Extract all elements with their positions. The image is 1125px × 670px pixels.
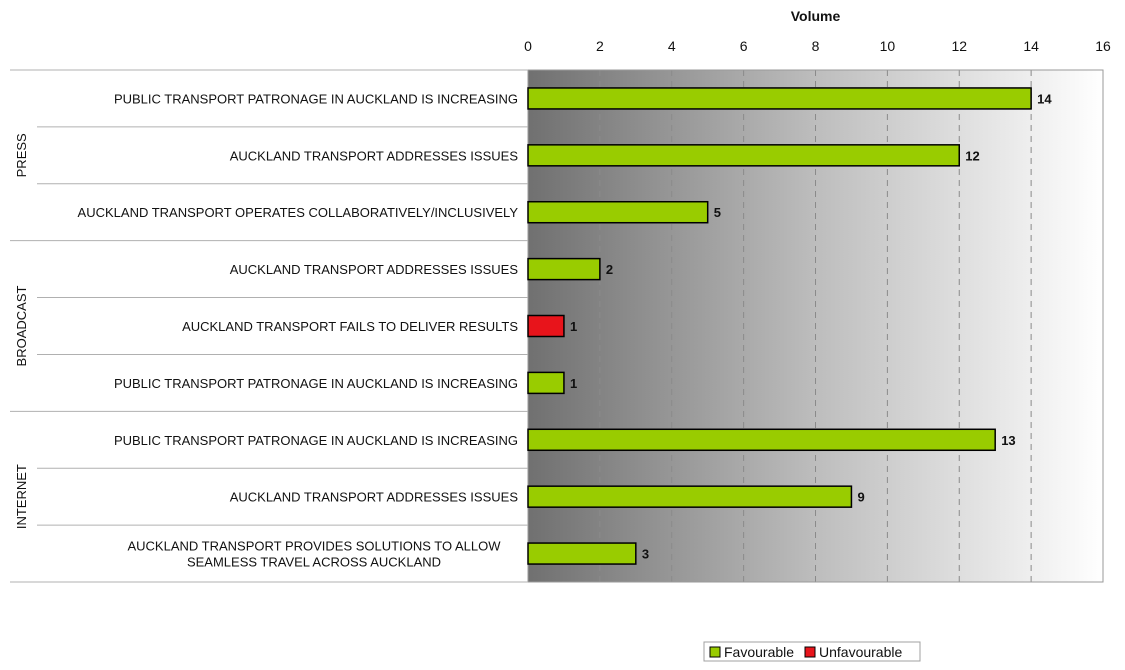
data-label: 5 [714, 205, 721, 220]
data-label: 14 [1037, 91, 1052, 106]
data-label: 1 [570, 319, 577, 334]
x-tick-label: 2 [596, 38, 604, 54]
data-label: 9 [857, 490, 864, 505]
group-label-internet: INTERNET [14, 464, 29, 529]
category-label: AUCKLAND TRANSPORT ADDRESSES ISSUES [230, 148, 519, 163]
category-label: PUBLIC TRANSPORT PATRONAGE IN AUCKLAND I… [114, 433, 518, 448]
x-tick-label: 12 [951, 38, 967, 54]
bar-favourable [527, 200, 709, 224]
x-tick-label: 0 [524, 38, 532, 54]
bar-favourable [527, 485, 853, 508]
bar-favourable [527, 542, 637, 565]
bar-favourable [527, 87, 1032, 110]
category-label: SEAMLESS TRAVEL ACROSS AUCKLAND [187, 555, 441, 570]
data-label: 13 [1001, 433, 1015, 448]
x-tick-label: 10 [880, 38, 896, 54]
legend-swatch-unfavourable [804, 646, 816, 658]
data-label: 1 [570, 376, 577, 391]
data-label: 3 [642, 547, 649, 562]
category-label: AUCKLAND TRANSPORT ADDRESSES ISSUES [230, 490, 519, 505]
category-label: AUCKLAND TRANSPORT FAILS TO DELIVER RESU… [182, 319, 518, 334]
data-label: 12 [965, 148, 979, 163]
bar-favourable [527, 144, 960, 167]
x-tick-label: 8 [812, 38, 820, 54]
category-label: PUBLIC TRANSPORT PATRONAGE IN AUCKLAND I… [114, 91, 518, 106]
data-label: 2 [606, 262, 613, 277]
bar-favourable [527, 257, 601, 281]
category-label: AUCKLAND TRANSPORT ADDRESSES ISSUES [230, 262, 519, 277]
category-label: AUCKLAND TRANSPORT PROVIDES SOLUTIONS TO… [127, 539, 501, 554]
bar-favourable [527, 428, 996, 452]
group-label-press: PRESS [14, 133, 29, 177]
bar-unfavourable [527, 314, 565, 338]
x-axis-title: Volume [791, 8, 841, 24]
bar-favourable [527, 371, 565, 395]
legend-label-favourable: Favourable [724, 644, 794, 660]
category-label: PUBLIC TRANSPORT PATRONAGE IN AUCKLAND I… [114, 376, 518, 391]
category-label: AUCKLAND TRANSPORT OPERATES COLLABORATIV… [78, 205, 519, 220]
x-tick-label: 14 [1023, 38, 1039, 54]
x-tick-label: 4 [668, 38, 676, 54]
group-label-broadcast: BROADCAST [14, 285, 29, 366]
x-tick-label: 6 [740, 38, 748, 54]
legend-swatch-favourable [709, 646, 721, 658]
legend-label-unfavourable: Unfavourable [819, 644, 902, 660]
x-tick-label: 16 [1095, 38, 1111, 54]
